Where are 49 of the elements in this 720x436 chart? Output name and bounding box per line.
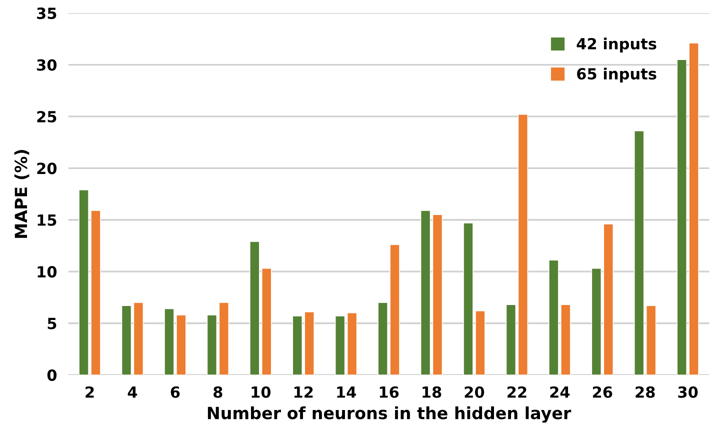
x-tick-label: 24	[550, 386, 570, 398]
x-tick-label: 8	[214, 386, 222, 398]
bar	[432, 214, 443, 375]
x-tick-label: 18	[422, 386, 442, 398]
bar	[292, 316, 302, 375]
bar	[518, 114, 528, 375]
x-tick-label: 14	[337, 386, 356, 398]
bar	[603, 224, 614, 375]
bar	[560, 304, 571, 375]
x-tick-label: 6	[170, 386, 180, 398]
y-tick-label: 10	[38, 266, 57, 278]
bar	[262, 268, 272, 375]
bar	[548, 260, 559, 375]
bar	[634, 130, 644, 375]
legend-label: 42 inputs	[576, 38, 656, 52]
y-tick-label: 5	[48, 318, 56, 330]
bar	[206, 314, 217, 375]
x-tick-label: 30	[678, 386, 698, 398]
y-tick-label: 30	[37, 59, 57, 71]
bar	[347, 312, 358, 375]
x-tick-label: 26	[592, 386, 612, 398]
y-tick-label: 0	[47, 369, 57, 381]
legend-label: 65 inputs	[577, 68, 656, 83]
bar	[133, 302, 144, 375]
bar	[121, 305, 132, 375]
bar	[591, 268, 602, 375]
x-axis-title: Number of neurons in the hidden layer	[208, 406, 572, 423]
bar	[506, 304, 516, 375]
x-tick-label: 12	[294, 386, 313, 398]
x-tick-label: 4	[128, 386, 138, 398]
bar	[646, 305, 656, 375]
x-tick-label: 16	[380, 386, 399, 398]
y-tick-label: 20	[37, 162, 57, 174]
y-tick-label: 35	[37, 8, 56, 20]
x-tick-label: 28	[636, 386, 655, 398]
x-tick-label: 10	[252, 386, 271, 398]
y-tick-label: 15	[38, 214, 56, 226]
bar	[688, 42, 699, 375]
x-tick-label: 2	[86, 386, 94, 398]
y-tick-label: 25	[37, 110, 56, 122]
bar	[420, 210, 431, 375]
y-axis-title: MAPE (%)	[14, 150, 30, 238]
x-tick-label: 20	[464, 386, 484, 398]
x-tick-label: 22	[508, 386, 526, 398]
bar	[250, 241, 260, 375]
bar	[304, 312, 314, 375]
bar	[218, 302, 229, 375]
bar	[676, 59, 687, 375]
bar	[335, 316, 346, 375]
